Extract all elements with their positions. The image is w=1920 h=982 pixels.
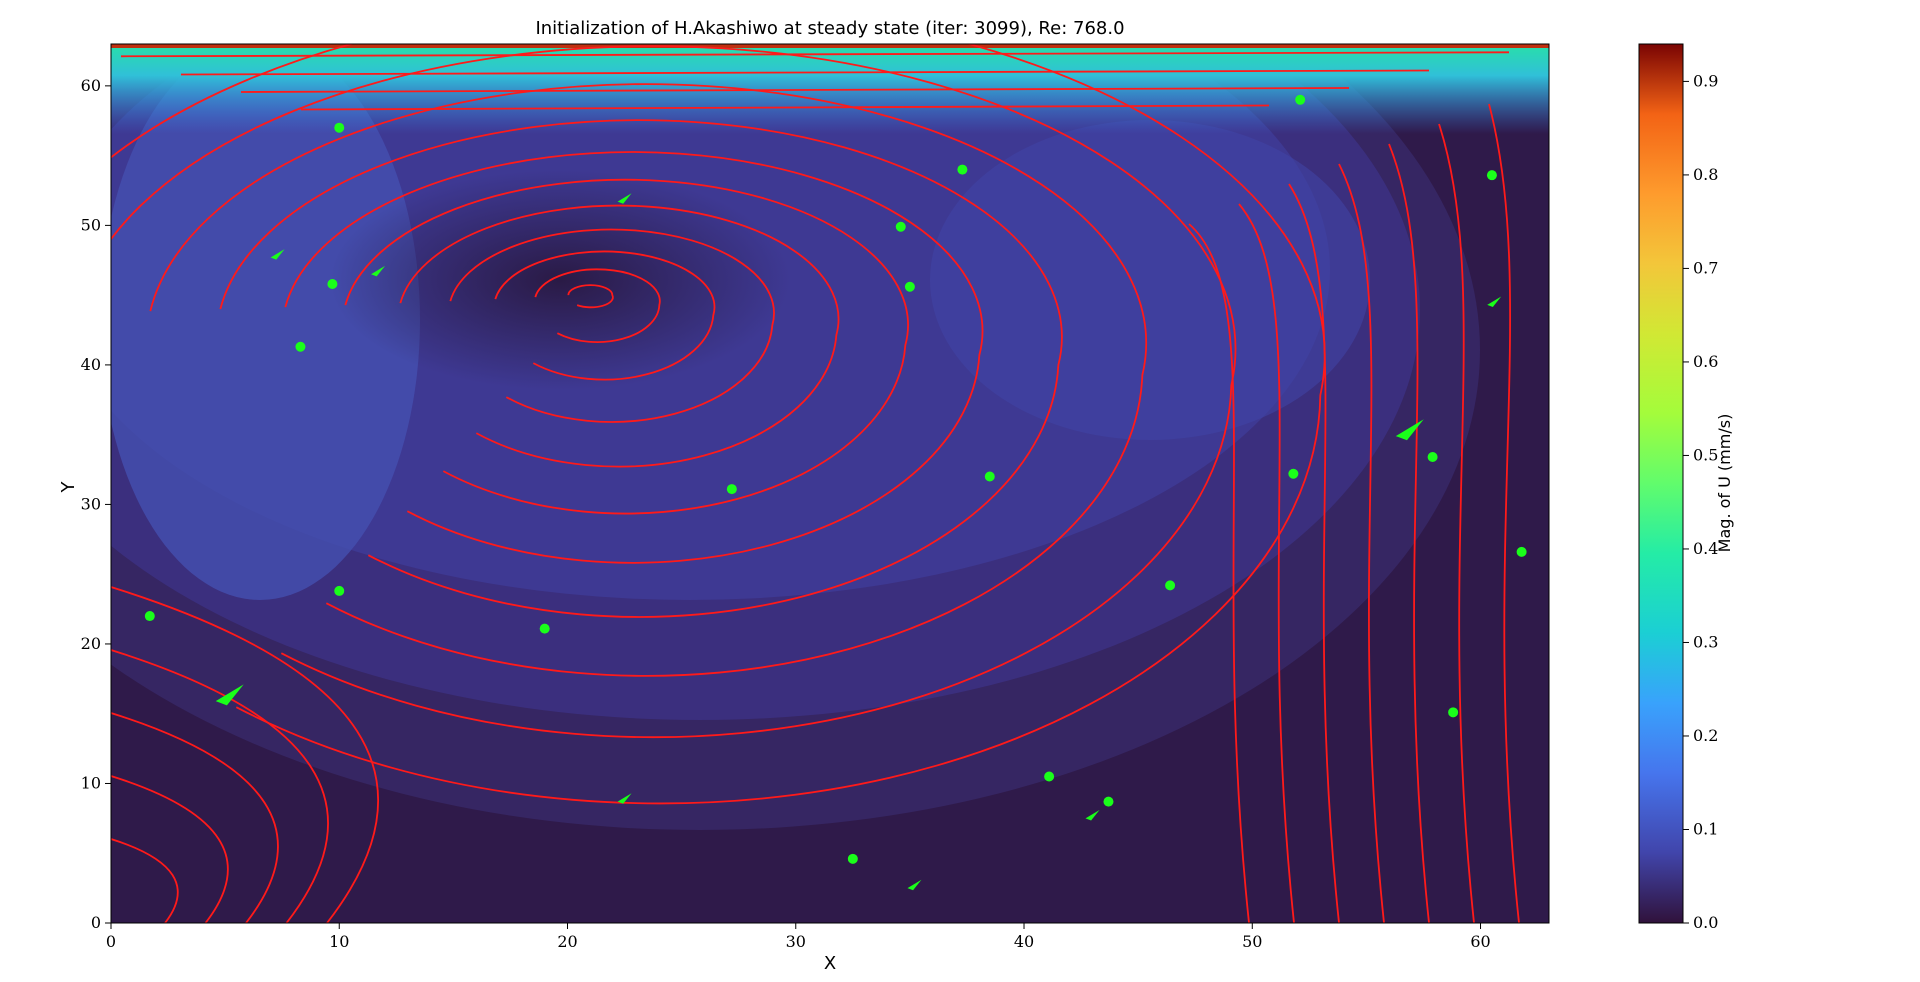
particle — [957, 164, 968, 175]
x-axis-label: X — [824, 953, 836, 974]
particle — [334, 122, 345, 133]
streamline — [284, 151, 984, 564]
streamline-lid — [300, 104, 1270, 111]
y-axis: 0 10 20 30 40 50 60 — [81, 76, 111, 932]
particle — [1044, 771, 1055, 782]
particles — [144, 94, 1527, 891]
particle-arrow — [270, 249, 285, 260]
streamlines — [111, 44, 1520, 923]
particle-arrow — [907, 879, 922, 891]
plot-frame — [110, 43, 1550, 924]
particle-arrow — [371, 265, 386, 277]
colorbar-tick-label: 0.1 — [1693, 819, 1718, 838]
colorbar-tick-label: 0.2 — [1693, 726, 1718, 745]
streamline-right — [1438, 123, 1475, 923]
particle — [539, 623, 550, 634]
y-tick-label: 50 — [81, 215, 101, 234]
streamline-lid — [180, 69, 1430, 76]
y-tick-label: 30 — [81, 494, 101, 513]
x-tick-label: 40 — [1014, 932, 1034, 951]
particle — [847, 853, 858, 864]
streamline-corner — [111, 712, 279, 923]
x-tick-label: 0 — [106, 932, 116, 951]
colorbar-tick-label: 0.0 — [1693, 913, 1718, 932]
streamline-lid — [240, 87, 1350, 93]
particle-arrow — [1085, 809, 1100, 821]
streamline — [111, 44, 1326, 805]
particle — [1427, 451, 1438, 462]
chart-title: Initialization of H.Akashiwo at steady s… — [535, 18, 1124, 39]
colorbar-tick-label: 0.9 — [1693, 71, 1718, 90]
particle — [726, 484, 737, 495]
y-tick-label: 20 — [81, 634, 101, 653]
streamline-right — [1388, 143, 1430, 923]
streamline-lid — [120, 51, 1510, 58]
particle-arrow — [617, 793, 632, 804]
particle — [1165, 580, 1176, 591]
field-region-right-fast — [930, 120, 1370, 440]
x-tick-label: 50 — [1242, 932, 1262, 951]
streamline-corner — [111, 838, 179, 923]
y-tick-label: 10 — [81, 773, 101, 792]
particle — [895, 221, 906, 232]
particle — [1103, 796, 1114, 807]
streamline-right — [1188, 223, 1250, 923]
streamline-right — [1488, 103, 1520, 923]
colorbar-tick-label: 0.3 — [1693, 632, 1718, 651]
streamline — [534, 268, 661, 344]
streamline-corner — [111, 649, 329, 923]
particle — [904, 281, 915, 292]
colorbar-label: Mag. of U (mm/s) — [1715, 414, 1734, 553]
colorbar-tick-label: 0.4 — [1693, 539, 1718, 558]
particle — [1288, 468, 1299, 479]
particle — [1486, 170, 1497, 181]
colorbar-tick-label: 0.5 — [1693, 445, 1718, 464]
particle — [1516, 546, 1527, 557]
x-tick-label: 10 — [329, 932, 349, 951]
streamline — [449, 228, 775, 423]
streamline-right — [1288, 183, 1340, 923]
streamline — [399, 204, 840, 468]
particle — [1448, 707, 1459, 718]
particle-arrow — [1487, 296, 1502, 308]
streamline-corner — [111, 586, 379, 923]
colorbar-gradient — [1638, 43, 1684, 924]
colorbar-ticks: 0.0 0.1 0.2 0.3 0.4 0.5 0.6 0.7 0.8 0.9 — [1683, 71, 1718, 932]
x-axis: 0 10 20 30 40 50 60 — [106, 923, 1491, 951]
y-tick-label: 40 — [81, 355, 101, 374]
particle-arrow — [617, 193, 632, 204]
particle — [334, 585, 345, 596]
streamline — [219, 119, 1063, 618]
streamline — [567, 284, 614, 309]
y-axis-label: Y — [58, 481, 79, 494]
y-tick-label: 0 — [91, 913, 101, 932]
x-tick-label: 20 — [557, 932, 577, 951]
streamline-right — [1338, 163, 1385, 923]
colorbar: 0.0 0.1 0.2 0.3 0.4 0.5 0.6 0.7 0.8 0.9 Mag. of U… — [1638, 43, 1734, 932]
particle-arrow — [215, 684, 244, 706]
particle-arrow — [1395, 419, 1424, 441]
streamline — [494, 250, 716, 381]
particle — [295, 341, 306, 352]
x-tick-label: 30 — [786, 932, 806, 951]
particle — [984, 471, 995, 482]
particle — [1295, 94, 1306, 105]
particle — [144, 611, 155, 622]
y-tick-label: 60 — [81, 76, 101, 95]
colorbar-tick-label: 0.6 — [1693, 352, 1718, 371]
colorbar-tick-label: 0.7 — [1693, 258, 1718, 277]
streamline — [149, 83, 1148, 677]
streamline-corner — [111, 775, 229, 923]
streamline-right — [1238, 203, 1295, 923]
vortex-core — [330, 170, 790, 390]
streamline — [344, 178, 909, 515]
lid-edge — [111, 44, 1549, 48]
x-tick-label: 60 — [1470, 932, 1490, 951]
particle — [327, 278, 338, 289]
colorbar-tick-label: 0.8 — [1693, 165, 1718, 184]
plot-area — [111, 44, 1549, 923]
